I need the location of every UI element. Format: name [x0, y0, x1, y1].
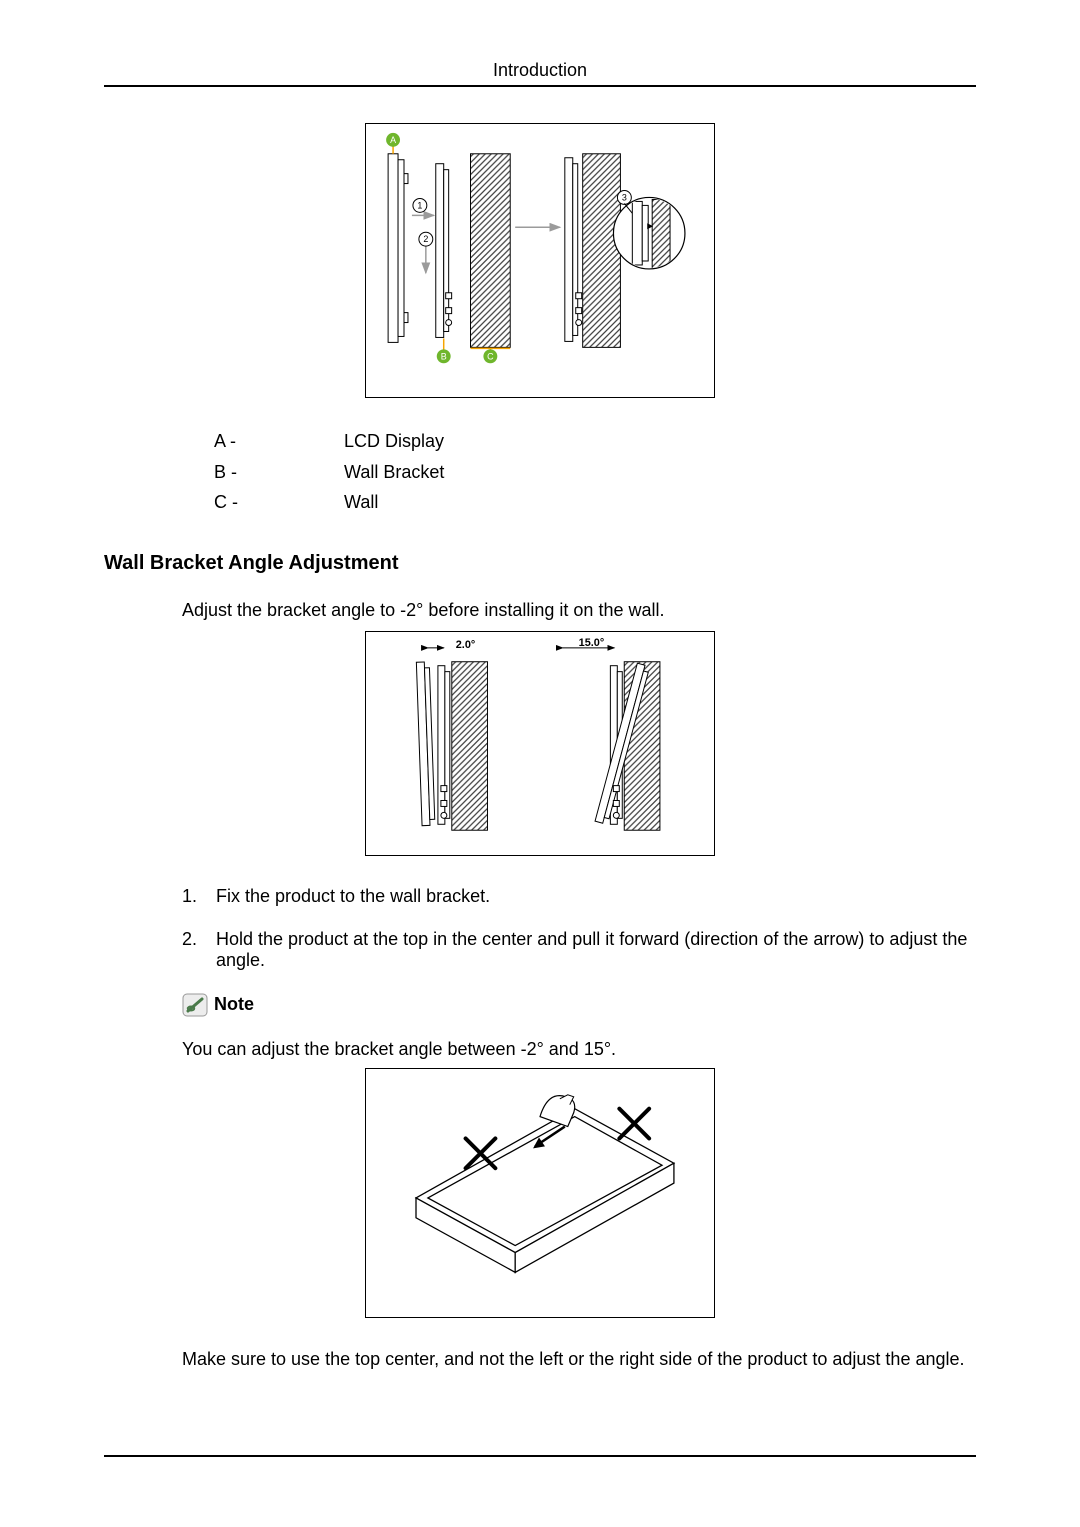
assembled-view	[565, 154, 621, 348]
section-heading: Wall Bracket Angle Adjustment	[104, 552, 976, 575]
step-text-2: Hold the product at the top in the cente…	[216, 929, 976, 971]
legend-val-b: Wall Bracket	[344, 457, 444, 488]
legend-val-a: LCD Display	[344, 426, 444, 457]
note-text: You can adjust the bracket angle between…	[182, 1039, 976, 1060]
header-rule	[104, 85, 976, 87]
wall-bracket-shape	[436, 164, 452, 338]
legend-row: B - Wall Bracket	[214, 457, 976, 488]
legend-key-c: C -	[214, 487, 344, 518]
note-icon	[182, 993, 208, 1017]
wall-shape	[471, 154, 511, 348]
legend-key-b: B -	[214, 457, 344, 488]
angle-label-right: 15.0°	[579, 637, 605, 649]
adjust-instruction-text: Adjust the bracket angle to -2° before i…	[182, 597, 976, 623]
legend-table: A - LCD Display B - Wall Bracket C - Wal…	[214, 426, 976, 518]
step-callout-3: 3	[622, 192, 627, 202]
detail-closeup	[613, 197, 684, 268]
step-number-2: 2.	[182, 929, 216, 971]
step-number-1: 1.	[182, 886, 216, 907]
figure-assembly-diagram: 1 2 3 A B C	[365, 123, 715, 398]
callout-a: A	[390, 135, 396, 145]
steps-list: 1. Fix the product to the wall bracket. …	[182, 886, 976, 971]
legend-row: C - Wall	[214, 487, 976, 518]
page-header-title: Introduction	[104, 60, 976, 81]
note-block: Note	[182, 993, 976, 1017]
final-text: Make sure to use the top center, and not…	[182, 1346, 976, 1372]
legend-val-c: Wall	[344, 487, 378, 518]
angle-label-left: 2.0°	[456, 639, 476, 651]
lcd-display-shape	[388, 154, 408, 343]
figure-angle-diagram: 2.0° 15.0°	[365, 631, 715, 856]
step-text-1: Fix the product to the wall bracket.	[216, 886, 976, 907]
callout-b: B	[441, 351, 447, 361]
callout-c: C	[487, 351, 494, 361]
step-callout-2: 2	[423, 234, 428, 244]
legend-key-a: A -	[214, 426, 344, 457]
angle-left-group: 2.0°	[416, 639, 487, 830]
step-row: 2. Hold the product at the top in the ce…	[182, 929, 976, 971]
angle-right-group: 15.0°	[563, 637, 660, 830]
page: Introduction	[0, 0, 1080, 1527]
figure-top-center-diagram	[365, 1068, 715, 1318]
legend-row: A - LCD Display	[214, 426, 976, 457]
display-frame	[416, 1109, 674, 1273]
footer-rule	[104, 1455, 976, 1457]
step-row: 1. Fix the product to the wall bracket.	[182, 886, 976, 907]
note-label: Note	[214, 994, 254, 1015]
step-callout-1: 1	[417, 200, 422, 210]
